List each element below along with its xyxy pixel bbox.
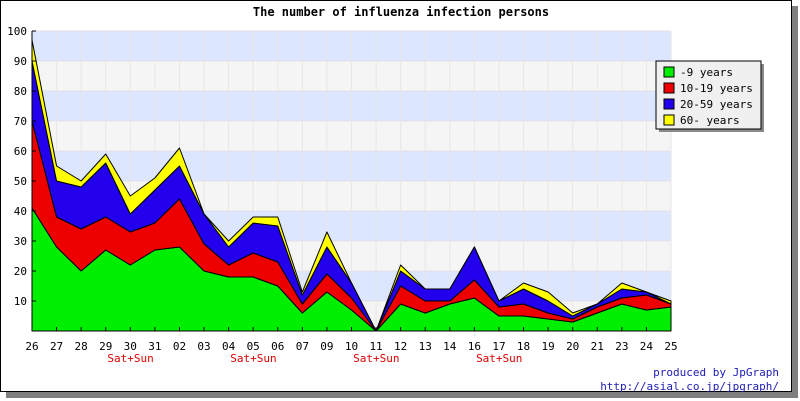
x-tick-label: 30: [124, 340, 137, 353]
x-tick-label: 09: [320, 340, 333, 353]
x-tick-label: 26: [25, 340, 38, 353]
credit-url[interactable]: http://asial.co.jp/jpgraph/: [600, 380, 779, 393]
x-tick-labels: 26 27 28 29 30 31 02 03 04 05 06 07 09 10 11 12 13 14 16 17…: [25, 340, 677, 353]
y-tick-label: 90: [14, 55, 27, 68]
credit-line-1: produced by JpGraph: [653, 366, 779, 379]
legend-label: -9 years: [680, 66, 733, 79]
x-tick-label: 03: [197, 340, 210, 353]
x-tick-label: 20: [566, 340, 579, 353]
x-tick-label: 11: [369, 340, 382, 353]
y-tick-label: 20: [14, 265, 27, 278]
y-tick-label: 30: [14, 235, 27, 248]
y-tick-label: 10: [14, 295, 27, 308]
x-tick-label: 14: [443, 340, 457, 353]
weekend-label: Sat+Sun: [353, 352, 399, 365]
weekend-label: Sat+Sun: [230, 352, 276, 365]
chart-frame: The number of influenza infection person…: [0, 0, 792, 393]
y-tick-label: 40: [14, 205, 27, 218]
legend-swatch: [663, 98, 675, 110]
y-tick-labels: 10 20 30 40 50 60 70 80 90 100: [7, 25, 27, 308]
legend-swatch: [663, 66, 675, 78]
x-tick-label: 16: [468, 340, 481, 353]
legend-label: 10-19 years: [680, 82, 753, 95]
x-tick-label: 07: [296, 340, 309, 353]
y-tick-label: 100: [7, 25, 27, 38]
legend-swatch: [663, 82, 675, 94]
legend-swatch: [663, 114, 675, 126]
x-tick-label: 29: [99, 340, 112, 353]
x-tick-label: 31: [148, 340, 161, 353]
y-tick-label: 50: [14, 175, 27, 188]
x-tick-label: 06: [271, 340, 284, 353]
area-60-years: [31, 39, 672, 332]
x-tick-label: 24: [640, 340, 654, 353]
x-tick-label: 10: [345, 340, 358, 353]
legend: -9 years 10-19 years 20-59 years 60- years: [655, 60, 764, 132]
x-tick-label: 04: [222, 340, 236, 353]
x-tick-label: 27: [50, 340, 63, 353]
y-tick-label: 70: [14, 115, 27, 128]
x-tick-label: 18: [517, 340, 530, 353]
x-tick-label: 19: [541, 340, 554, 353]
x-tick-label: 17: [492, 340, 505, 353]
x-tick-label: 12: [394, 340, 407, 353]
legend-label: 20-59 years: [680, 98, 753, 111]
x-tick-label: 21: [591, 340, 604, 353]
x-tick-label: 23: [615, 340, 628, 353]
x-tick-label: 28: [75, 340, 88, 353]
weekend-label: Sat+Sun: [476, 352, 522, 365]
x-tick-label: 25: [664, 340, 677, 353]
chart-title: The number of influenza infection person…: [253, 5, 549, 19]
axes: [31, 30, 672, 332]
legend-label: 60- years: [680, 114, 740, 127]
y-tick-label: 80: [14, 85, 27, 98]
y-tick-label: 60: [14, 145, 27, 158]
x-tick-label: 02: [173, 340, 186, 353]
weekend-labels: Sat+Sun Sat+Sun Sat+Sun Sat+Sun: [107, 352, 522, 365]
x-tick-label: 05: [247, 340, 260, 353]
weekend-label: Sat+Sun: [107, 352, 153, 365]
x-tick-label: 13: [419, 340, 432, 353]
